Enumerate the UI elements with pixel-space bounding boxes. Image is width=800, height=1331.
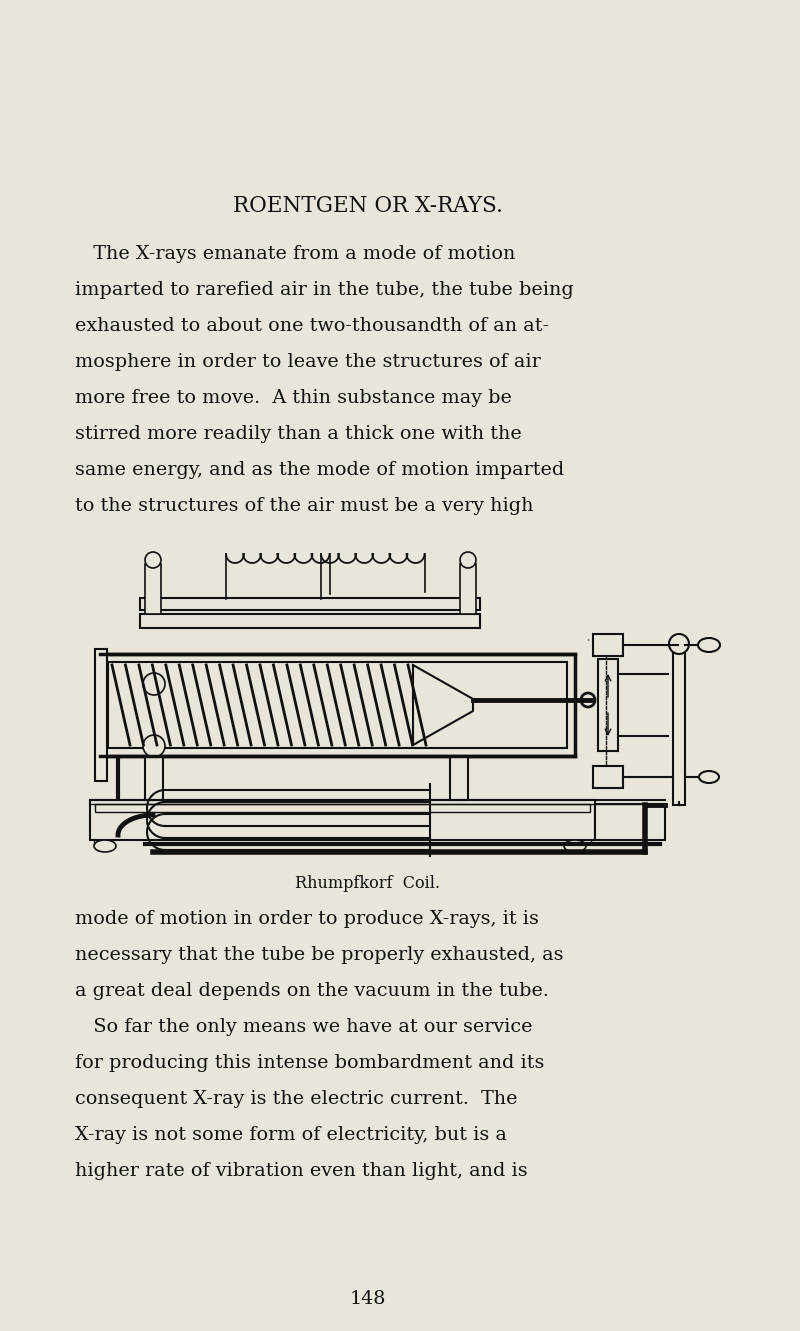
Text: same energy, and as the mode of motion imparted: same energy, and as the mode of motion i…: [75, 461, 564, 479]
Text: The X-rays emanate from a mode of motion: The X-rays emanate from a mode of motion: [75, 245, 515, 264]
Ellipse shape: [698, 638, 720, 652]
Text: X-ray is not some form of electricity, but is a: X-ray is not some form of electricity, b…: [75, 1126, 507, 1145]
Text: imparted to rarefied air in the tube, the tube being: imparted to rarefied air in the tube, th…: [75, 281, 574, 299]
Ellipse shape: [94, 840, 116, 852]
Text: ROENTGEN OR X-RAYS.: ROENTGEN OR X-RAYS.: [233, 196, 502, 217]
Ellipse shape: [669, 634, 689, 654]
Bar: [145, 564, 161, 614]
Bar: [95, 804, 590, 812]
Ellipse shape: [460, 552, 476, 568]
Text: for producing this intense bombardment and its: for producing this intense bombardment a…: [75, 1054, 544, 1071]
Bar: [673, 644, 685, 805]
Ellipse shape: [581, 693, 595, 707]
Text: stirred more readily than a thick one with the: stirred more readily than a thick one wi…: [75, 425, 522, 443]
Bar: [140, 598, 480, 610]
Bar: [598, 659, 618, 751]
Text: higher rate of vibration even than light, and is: higher rate of vibration even than light…: [75, 1162, 528, 1181]
Text: consequent X-ray is the electric current.  The: consequent X-ray is the electric current…: [75, 1090, 518, 1107]
Bar: [593, 634, 623, 656]
Ellipse shape: [145, 552, 161, 568]
Text: So far the only means we have at our service: So far the only means we have at our ser…: [75, 1018, 533, 1036]
Text: more free to move.  A thin substance may be: more free to move. A thin substance may …: [75, 389, 512, 407]
Bar: [145, 756, 163, 800]
Text: mosphere in order to leave the structures of air: mosphere in order to leave the structure…: [75, 353, 541, 371]
Bar: [95, 650, 107, 781]
Bar: [593, 767, 623, 788]
Ellipse shape: [143, 673, 165, 695]
Text: necessary that the tube be properly exhausted, as: necessary that the tube be properly exha…: [75, 946, 563, 964]
Text: 148: 148: [350, 1290, 386, 1308]
Bar: [90, 800, 595, 840]
Bar: [140, 614, 480, 628]
Bar: [460, 564, 476, 614]
Ellipse shape: [699, 771, 719, 783]
Text: to the structures of the air must be a very high: to the structures of the air must be a v…: [75, 496, 534, 515]
Ellipse shape: [564, 840, 586, 852]
Bar: [450, 756, 468, 800]
Bar: [108, 662, 567, 748]
Text: Rhumpfkorf  Coil.: Rhumpfkorf Coil.: [295, 874, 440, 892]
Polygon shape: [413, 666, 473, 745]
Bar: [595, 804, 665, 840]
Text: a great deal depends on the vacuum in the tube.: a great deal depends on the vacuum in th…: [75, 982, 549, 1000]
Bar: [100, 654, 575, 756]
Ellipse shape: [143, 735, 165, 757]
Text: exhausted to about one two-thousandth of an at-: exhausted to about one two-thousandth of…: [75, 317, 549, 335]
Text: mode of motion in order to produce X-rays, it is: mode of motion in order to produce X-ray…: [75, 910, 539, 928]
